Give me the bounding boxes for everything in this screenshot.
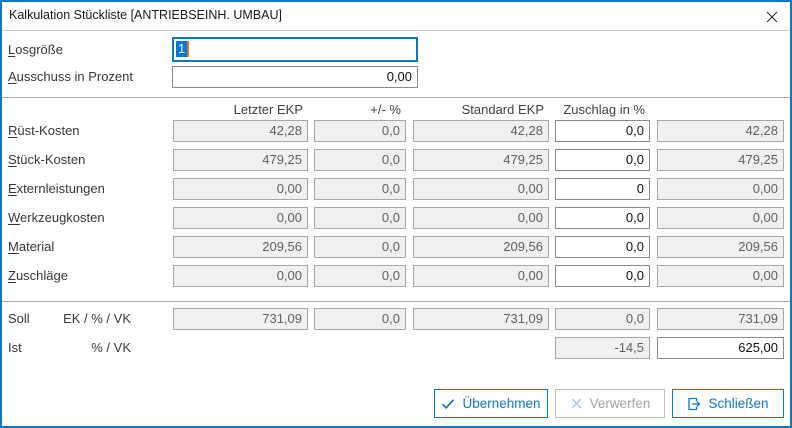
text-caret xyxy=(187,41,190,57)
standard-ekp-field: 42,28 xyxy=(413,120,549,142)
uebernehmen-button[interactable]: Übernehmen xyxy=(434,389,548,418)
schliessen-button[interactable]: Schließen xyxy=(672,389,784,418)
result-field: 0,00 xyxy=(657,178,784,200)
table-row: Werkzeugkosten 0,00 0,0 0,00 0,0 0,00 xyxy=(2,207,790,229)
standard-ekp-field: 209,56 xyxy=(413,236,549,258)
soll-label: Soll xyxy=(8,311,30,326)
soll-ek-field: 731,09 xyxy=(173,308,308,330)
table-row: Stück-Kosten 479,25 0,0 479,25 0,0 479,2… xyxy=(2,149,790,171)
row-label: Zuschläge xyxy=(8,268,68,283)
standard-ekp-field: 479,25 xyxy=(413,149,549,171)
letzter-ekp-field: 0,00 xyxy=(173,265,308,287)
diff-field: 0,0 xyxy=(314,178,406,200)
ausschuss-label: Ausschuss in Prozent xyxy=(8,69,134,84)
zuschlag-input[interactable]: 0,0 xyxy=(555,236,650,258)
result-field: 479,25 xyxy=(657,149,784,171)
soll-vk-field: 731,09 xyxy=(657,308,784,330)
ausschuss-input[interactable]: 0,00 xyxy=(172,66,418,88)
soll-sublabel: EK / % / VK xyxy=(63,311,131,326)
table-row: Zuschläge 0,00 0,0 0,00 0,0 0,00 xyxy=(2,265,790,287)
soll-standard-field: 731,09 xyxy=(413,308,549,330)
letzter-ekp-field: 42,28 xyxy=(173,120,308,142)
standard-ekp-field: 0,00 xyxy=(413,178,549,200)
header-letzter-ekp: Letzter EKP xyxy=(233,102,303,117)
uebernehmen-button-label: Übernehmen xyxy=(462,396,541,411)
x-icon xyxy=(571,398,582,409)
diff-field: 0,0 xyxy=(314,120,406,142)
result-field: 42,28 xyxy=(657,120,784,142)
zuschlag-input[interactable]: 0,0 xyxy=(555,120,650,142)
letzter-ekp-field: 0,00 xyxy=(173,207,308,229)
result-field: 209,56 xyxy=(657,236,784,258)
soll-row: Soll EK / % / VK 731,09 0,0 731,09 0,0 7… xyxy=(2,308,790,330)
ist-vk-input[interactable]: 625,00 xyxy=(657,337,784,359)
table-row: Externleistungen 0,00 0,0 0,00 0 0,00 xyxy=(2,178,790,200)
close-icon xyxy=(766,11,778,23)
row-label: Material xyxy=(8,239,55,254)
soll-zuschlag-field: 0,0 xyxy=(555,308,650,330)
table-row: Material 209,56 0,0 209,56 0,0 209,56 xyxy=(2,236,790,258)
diff-field: 0,0 xyxy=(314,265,406,287)
header-diff-percent: +/- % xyxy=(370,102,401,117)
row-label: Stück-Kosten xyxy=(8,152,86,167)
ist-zuschlag-field: -14,5 xyxy=(555,337,650,359)
table-row: Rüst-Kosten 42,28 0,0 42,28 0,0 42,28 xyxy=(2,120,790,142)
ist-label: Ist xyxy=(8,340,22,355)
row-label: Externleistungen xyxy=(8,181,105,196)
soll-diff-field: 0,0 xyxy=(314,308,406,330)
close-button[interactable] xyxy=(764,9,780,25)
diff-field: 0,0 xyxy=(314,236,406,258)
letzter-ekp-field: 209,56 xyxy=(173,236,308,258)
letzter-ekp-field: 0,00 xyxy=(173,178,308,200)
ist-sublabel: % / VK xyxy=(91,340,131,355)
table-header-row: Letzter EKP +/- % Standard EKP Zuschlag … xyxy=(2,102,790,124)
result-field: 0,00 xyxy=(657,207,784,229)
losgroesse-label: Losgröße xyxy=(8,42,63,57)
exit-icon xyxy=(688,397,701,410)
check-icon xyxy=(442,398,455,409)
verwerfen-button[interactable]: Verwerfen xyxy=(555,389,665,418)
schliessen-button-label: Schließen xyxy=(708,396,769,411)
ist-row: Ist % / VK -14,5 625,00 xyxy=(2,337,790,359)
row-label: Rüst-Kosten xyxy=(8,123,80,138)
diff-field: 0,0 xyxy=(314,207,406,229)
header-zuschlag: Zuschlag in % xyxy=(563,102,645,117)
header-standard-ekp: Standard EKP xyxy=(461,102,544,117)
section-separator-bottom xyxy=(2,301,790,302)
result-field: 0,00 xyxy=(657,265,784,287)
row-label: Werkzeugkosten xyxy=(8,210,105,225)
standard-ekp-field: 0,00 xyxy=(413,265,549,287)
verwerfen-button-label: Verwerfen xyxy=(589,396,651,411)
diff-field: 0,0 xyxy=(314,149,406,171)
standard-ekp-field: 0,00 xyxy=(413,207,549,229)
zuschlag-input[interactable]: 0 xyxy=(555,178,650,200)
zuschlag-input[interactable]: 0,0 xyxy=(555,265,650,287)
section-separator-top xyxy=(2,97,790,98)
zuschlag-input[interactable]: 0,0 xyxy=(555,207,650,229)
losgroesse-input[interactable]: 1 xyxy=(172,37,418,62)
title-separator xyxy=(2,30,790,31)
dialog-title: Kalkulation Stückliste [ANTRIEBSEINH. UM… xyxy=(9,8,282,22)
letzter-ekp-field: 479,25 xyxy=(173,149,308,171)
losgroesse-selected-value: 1 xyxy=(176,41,188,57)
zuschlag-input[interactable]: 0,0 xyxy=(555,149,650,171)
